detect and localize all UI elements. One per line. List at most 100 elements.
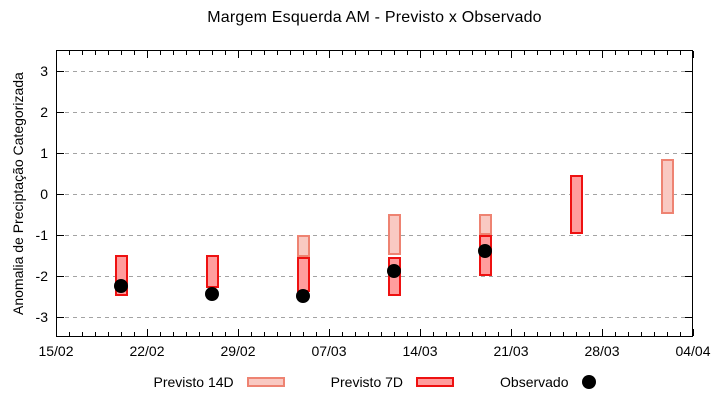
- x-major-tick: [511, 51, 512, 58]
- x-minor-tick: [563, 332, 564, 336]
- x-minor-tick: [82, 332, 83, 336]
- y-tick-left: [57, 316, 64, 318]
- legend-label-previsto-7d: Previsto 7D: [330, 374, 404, 390]
- x-minor-tick: [82, 51, 83, 55]
- observado-point: [296, 289, 310, 303]
- x-minor-tick: [160, 51, 161, 55]
- y-tick-left: [57, 111, 64, 113]
- previsto-14d-swatch-icon: [246, 377, 285, 387]
- x-minor-tick: [69, 51, 70, 55]
- x-major-tick: [147, 51, 148, 58]
- x-minor-tick: [251, 332, 252, 336]
- x-major-tick: [420, 329, 421, 336]
- y-tick-label: -3: [35, 308, 48, 325]
- x-minor-tick: [394, 51, 395, 55]
- x-minor-tick: [316, 51, 317, 55]
- x-minor-tick: [550, 332, 551, 336]
- x-minor-tick: [186, 51, 187, 55]
- x-tick-label: 07/03: [311, 343, 347, 359]
- x-minor-tick: [485, 332, 486, 336]
- x-major-tick: [693, 51, 694, 58]
- x-major-tick: [56, 329, 57, 336]
- x-minor-tick: [355, 332, 356, 336]
- x-minor-tick: [563, 51, 564, 55]
- x-minor-tick: [667, 51, 668, 55]
- x-tick-label: 29/02: [220, 343, 256, 359]
- x-minor-tick: [134, 51, 135, 55]
- x-minor-tick: [368, 51, 369, 55]
- x-minor-tick: [667, 332, 668, 336]
- x-minor-tick: [303, 51, 304, 55]
- x-minor-tick: [537, 332, 538, 336]
- y-tick-left: [57, 234, 64, 236]
- x-minor-tick: [212, 332, 213, 336]
- x-minor-tick: [537, 51, 538, 55]
- bar-previsto-7d: [569, 175, 583, 235]
- x-minor-tick: [342, 332, 343, 336]
- x-minor-tick: [108, 51, 109, 55]
- gridline: [57, 70, 692, 72]
- chart-title: Margem Esquerda AM - Previsto x Observad…: [207, 9, 542, 26]
- gridline: [57, 152, 692, 154]
- x-minor-tick: [433, 51, 434, 55]
- x-minor-tick: [628, 51, 629, 55]
- x-major-tick: [238, 329, 239, 336]
- x-minor-tick: [199, 332, 200, 336]
- x-minor-tick: [680, 332, 681, 336]
- x-major-tick: [329, 329, 330, 336]
- y-tick-right: [685, 152, 692, 154]
- x-minor-tick: [69, 332, 70, 336]
- x-minor-tick: [121, 332, 122, 336]
- x-major-tick: [329, 51, 330, 58]
- x-minor-tick: [407, 332, 408, 336]
- x-tick-label: 04/04: [675, 343, 711, 359]
- x-minor-tick: [459, 332, 460, 336]
- x-minor-tick: [173, 51, 174, 55]
- legend-label-previsto-14d: Previsto 14D: [153, 374, 234, 390]
- x-tick-label: 28/03: [584, 343, 620, 359]
- x-minor-tick: [290, 332, 291, 336]
- x-minor-tick: [407, 51, 408, 55]
- x-minor-tick: [173, 332, 174, 336]
- x-minor-tick: [446, 332, 447, 336]
- x-minor-tick: [459, 51, 460, 55]
- x-tick-label: 14/03: [402, 343, 438, 359]
- x-minor-tick: [524, 51, 525, 55]
- x-minor-tick: [108, 332, 109, 336]
- x-minor-tick: [550, 51, 551, 55]
- bar-previsto-7d: [205, 255, 219, 288]
- x-minor-tick: [290, 51, 291, 55]
- x-major-tick: [420, 51, 421, 58]
- bar-previsto-14d: [296, 234, 310, 258]
- legend-entry-observado: Observado: [500, 374, 596, 390]
- x-major-tick: [238, 51, 239, 58]
- x-minor-tick: [225, 332, 226, 336]
- x-major-tick: [602, 51, 603, 58]
- y-tick-right: [685, 275, 692, 277]
- x-minor-tick: [342, 51, 343, 55]
- x-minor-tick: [589, 332, 590, 336]
- y-tick-left: [57, 193, 64, 195]
- x-minor-tick: [160, 332, 161, 336]
- y-tick-left: [57, 70, 64, 72]
- x-minor-tick: [368, 332, 369, 336]
- x-minor-tick: [264, 51, 265, 55]
- x-minor-tick: [485, 51, 486, 55]
- x-minor-tick: [225, 51, 226, 55]
- x-minor-tick: [186, 332, 187, 336]
- x-major-tick: [693, 329, 694, 336]
- bar-previsto-14d: [478, 214, 492, 235]
- x-minor-tick: [277, 51, 278, 55]
- x-major-tick: [602, 329, 603, 336]
- x-tick-label: 21/03: [493, 343, 529, 359]
- y-tick-right: [685, 234, 692, 236]
- x-minor-tick: [472, 332, 473, 336]
- observado-point: [205, 286, 219, 301]
- x-minor-tick: [641, 332, 642, 336]
- x-minor-tick: [199, 51, 200, 55]
- y-tick-right: [685, 316, 692, 318]
- x-minor-tick: [212, 51, 213, 55]
- gridline: [57, 234, 692, 236]
- observado-point: [114, 278, 128, 293]
